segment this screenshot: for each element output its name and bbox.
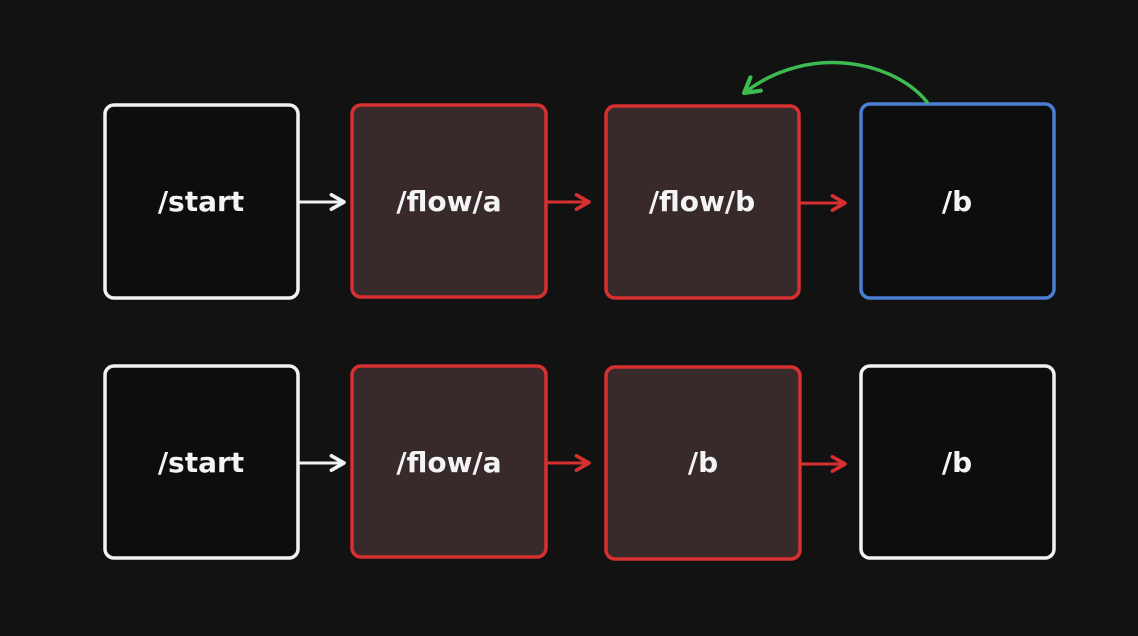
row1-flow-a-box xyxy=(350,103,548,299)
row2-b-red-box xyxy=(604,365,802,561)
row2-b-node-red: /b xyxy=(604,365,802,561)
row1-flow-b-label: /flow/b xyxy=(649,185,755,218)
row2-flow-a-node: /flow/a xyxy=(350,364,548,559)
row1-start-label: /start xyxy=(158,185,244,218)
row2-start-node: /start xyxy=(103,364,300,560)
row1-flow-b-node: /flow/b xyxy=(604,104,801,300)
row1-flow-b-box xyxy=(604,104,801,300)
row2-b-red-label: /b xyxy=(688,446,718,479)
row1-flow-a-label: /flow/a xyxy=(396,185,501,218)
row1-flow-a-node: /flow/a xyxy=(350,103,548,299)
row2-flow-a-label: /flow/a xyxy=(396,446,501,479)
row1-b-label: /b xyxy=(942,185,972,218)
row-2: /start /flow/a /b /b xyxy=(103,364,1056,561)
row1-start-box xyxy=(103,103,300,300)
row2-start-box xyxy=(103,364,300,560)
row2-flow-a-box xyxy=(350,364,548,559)
row-1: /start /flow/a /flow/b /b xyxy=(103,60,1056,300)
row1-back-arrow-b-to-flow-b xyxy=(741,60,929,104)
row1-b-node: /b xyxy=(859,102,1056,300)
row2-b-label: /b xyxy=(942,446,972,479)
row2-start-label: /start xyxy=(158,446,244,479)
row1-b-box xyxy=(859,102,1056,300)
row1-start-node: /start xyxy=(103,103,300,300)
row2-b-node: /b xyxy=(859,364,1056,560)
row2-b-box xyxy=(859,364,1056,560)
